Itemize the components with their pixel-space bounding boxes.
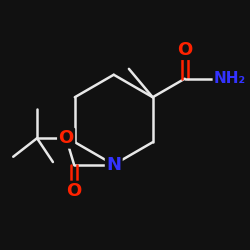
Text: O: O	[177, 40, 192, 58]
Text: N: N	[106, 156, 121, 174]
Text: O: O	[58, 129, 74, 147]
Text: NH₂: NH₂	[214, 71, 246, 86]
Text: O: O	[66, 182, 82, 200]
